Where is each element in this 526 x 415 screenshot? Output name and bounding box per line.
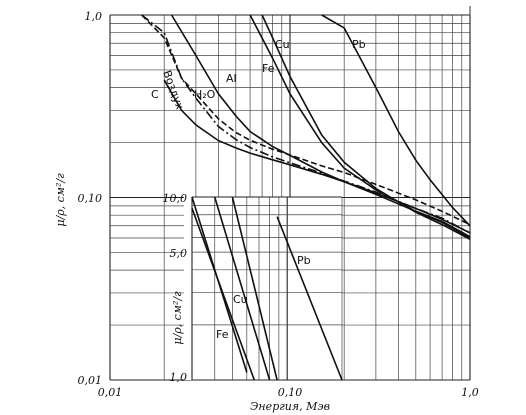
inset-curve-label-cu: Cu — [233, 293, 248, 306]
inset-curve-label-fe: Fe — [216, 328, 229, 341]
curve-label-c: C — [151, 88, 159, 101]
inset-series-line-2-1 — [276, 216, 343, 381]
y-axis-label: μ/ρ, см²/г — [54, 173, 67, 227]
inset-y-tick-5: 5,0 — [170, 247, 188, 260]
curve-label-pb: Pb — [352, 38, 366, 51]
main-curves — [141, 14, 471, 241]
x-axis-label: Энергия, Мэв — [250, 400, 330, 413]
inset-panel — [184, 197, 342, 380]
inset-y-tick-1: 1,0 — [170, 371, 188, 384]
x-tick-label-0-10: 0,10 — [278, 386, 303, 399]
y-tick-label-0-01: 0,01 — [78, 374, 103, 387]
series-line-1 — [141, 14, 471, 234]
inset-background — [184, 197, 342, 380]
series-line-6 — [321, 14, 471, 227]
inset-grid — [191, 196, 343, 381]
series-line-2 — [141, 14, 471, 226]
inset-series-line-0-1 — [191, 207, 256, 381]
curve-label-al: Al — [226, 72, 237, 85]
curve-label-water: H₂O — [194, 88, 216, 101]
inset-curve-label-pb: Pb — [297, 254, 311, 267]
curve-label-fe: Fe — [262, 62, 275, 75]
series-line-5 — [261, 14, 471, 241]
inset-series-line-2-0 — [231, 196, 278, 381]
y-tick-label-0-10: 0,10 — [78, 192, 103, 205]
x-tick-label-1: 1,0 — [461, 386, 479, 399]
inset-series-line-1-0 — [213, 196, 271, 381]
inset-curves — [191, 196, 343, 381]
inset-y-tick-10: 10,0 — [163, 192, 188, 205]
curve-label-cu: Cu — [275, 38, 290, 51]
series-line-4 — [249, 14, 471, 239]
inset-y-axis-label: μ/ρ, см²/г — [171, 291, 184, 345]
y-tick-label-1: 1,0 — [85, 10, 103, 23]
x-tick-label-0-01: 0,01 — [98, 386, 123, 399]
